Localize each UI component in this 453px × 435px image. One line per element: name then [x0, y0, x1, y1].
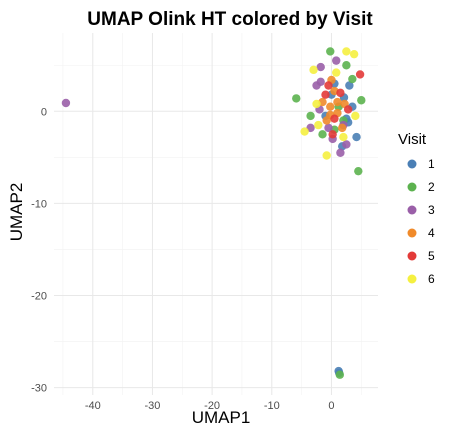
data-point-visit-6 — [300, 127, 309, 136]
data-point-visit-2 — [357, 96, 366, 105]
chart-title: UMAP Olink HT colored by Visit — [87, 9, 373, 30]
data-point-visit-4 — [333, 97, 342, 107]
data-point-visit-3 — [332, 56, 341, 65]
data-point-visit-5 — [321, 90, 330, 99]
x-tick-label: -20 — [204, 400, 220, 412]
data-point-visit-2 — [306, 111, 315, 121]
plot-grid — [54, 33, 378, 395]
legend-key-4 — [407, 228, 417, 238]
legend-key-1 — [407, 159, 417, 169]
data-point-visit-3 — [342, 140, 351, 149]
y-tick-label: -10 — [31, 198, 47, 210]
legend-key-2 — [407, 182, 417, 192]
data-point-visit-6 — [342, 47, 351, 56]
data-point-visit-3 — [336, 148, 345, 157]
data-point-visit-6 — [314, 120, 323, 130]
axis-ticks: -40 -30 -20 -10 0 0 -10 -20 -30 — [31, 106, 334, 412]
legend-label-6: 6 — [428, 272, 435, 286]
x-tick-label: -30 — [144, 400, 160, 412]
data-point-visit-2 — [318, 130, 327, 139]
data-point-visit-5 — [355, 70, 365, 79]
data-point-visit-2 — [335, 370, 345, 379]
legend-label-2: 2 — [428, 180, 435, 194]
data-point-visit-6 — [309, 65, 318, 75]
data-point-visit-3 — [316, 77, 325, 87]
y-tick-label: -20 — [31, 291, 47, 303]
data-point-visit-5 — [343, 105, 353, 114]
x-tick-label: -40 — [85, 400, 101, 412]
data-point-visit-2 — [348, 74, 357, 84]
data-point-visit-2 — [326, 47, 335, 56]
data-point-visit-6 — [322, 151, 331, 160]
data-point-visit-1 — [345, 81, 354, 90]
data-point-visit-4 — [337, 123, 347, 133]
data-point-visit-6 — [349, 49, 359, 59]
y-tick-label: -30 — [31, 383, 47, 395]
legend-label-3: 3 — [428, 203, 435, 217]
data-point-visit-6 — [351, 111, 360, 121]
x-tick-label: 0 — [328, 400, 334, 412]
data-point-visit-3 — [61, 98, 71, 108]
x-tick-label: -10 — [264, 400, 280, 412]
legend-label-1: 1 — [428, 157, 435, 171]
data-point-visit-3 — [324, 123, 333, 133]
data-point-visit-3 — [316, 62, 325, 72]
data-point-visit-5 — [330, 114, 339, 123]
y-axis-title: UMAP2 — [7, 183, 26, 242]
data-point-visit-2 — [354, 166, 363, 176]
legend-key-5 — [407, 251, 417, 261]
legend: Visit 1 2 3 4 5 6 — [398, 131, 435, 286]
legend-label-5: 5 — [428, 249, 435, 263]
legend-key-6 — [407, 274, 417, 284]
legend-title: Visit — [398, 131, 427, 148]
x-axis-title: UMAP1 — [192, 408, 251, 427]
data-point-visit-1 — [352, 132, 361, 142]
data-point-visit-5 — [336, 88, 345, 98]
y-tick-label: 0 — [41, 106, 47, 118]
data-point-visit-6 — [332, 68, 341, 77]
data-point-visit-5 — [328, 130, 337, 139]
data-point-visit-2 — [342, 61, 351, 70]
data-point-visit-6 — [312, 99, 321, 109]
data-point-visit-5 — [324, 81, 333, 90]
data-point-visit-4 — [326, 102, 335, 111]
data-point-visit-2 — [292, 94, 301, 103]
data-point-visit-6 — [339, 132, 348, 142]
legend-label-4: 4 — [428, 226, 435, 240]
legend-key-3 — [407, 205, 417, 215]
data-points — [61, 47, 366, 379]
